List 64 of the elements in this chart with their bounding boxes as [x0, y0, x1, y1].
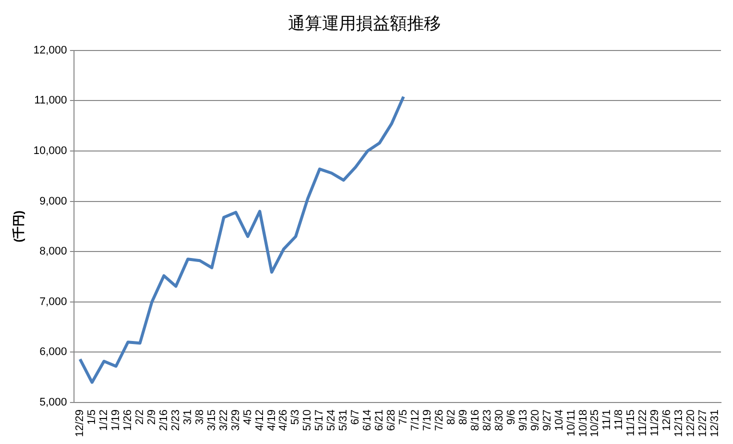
- x-tick-label: 11/15: [625, 409, 638, 436]
- x-tick-label: 6/28: [386, 409, 398, 431]
- x-tick-label: 10/11: [565, 409, 578, 436]
- x-tick-label: 1/19: [110, 409, 122, 431]
- x-tick-label: 9/6: [505, 409, 518, 425]
- x-tick-label: 11/8: [613, 409, 626, 430]
- x-tick-label: 12/6: [661, 409, 674, 431]
- x-tick-label: 5/3: [290, 409, 302, 425]
- x-tick-label: 2/23: [170, 409, 182, 431]
- x-tick-label: 8/16: [469, 409, 482, 431]
- x-tick-label: 3/29: [230, 409, 242, 431]
- chart-title: 通算運用損益額推移: [288, 14, 441, 33]
- x-tick-label: 8/30: [493, 409, 506, 431]
- x-tick-label: 2/16: [158, 409, 170, 431]
- x-tick-label: 6/7: [350, 409, 362, 425]
- x-tick-label: 12/13: [673, 409, 686, 438]
- x-tick-label: 8/2: [445, 409, 458, 425]
- x-tick-label: 7/19: [422, 409, 434, 431]
- x-tick-label: 7/12: [410, 409, 422, 431]
- y-tick-label: 9,000: [40, 195, 68, 208]
- x-tick-label: 11/29: [649, 409, 662, 436]
- x-tick-label: 3/22: [218, 409, 230, 431]
- y-tick-label: 6,000: [40, 346, 68, 358]
- x-tick-label: 7/5: [398, 409, 410, 425]
- x-tick-label: 3/8: [194, 409, 206, 425]
- x-tick-label: 3/15: [206, 409, 218, 431]
- x-tick-label: 6/14: [362, 409, 374, 431]
- x-tick-label: 1/5: [86, 409, 98, 425]
- y-axis-title: (千円): [12, 210, 26, 242]
- x-tick-label: 1/12: [98, 409, 110, 431]
- y-tick-label: 7,000: [40, 296, 68, 308]
- x-tick-label: 5/10: [302, 409, 314, 431]
- x-tick-label: 9/20: [529, 409, 542, 431]
- x-tick-label: 4/26: [278, 409, 290, 431]
- x-tick-label: 12/27: [697, 409, 710, 438]
- y-tick-label: 10,000: [33, 145, 68, 158]
- x-tick-label: 10/18: [577, 409, 590, 438]
- x-tick-label: 2/2: [134, 409, 146, 425]
- y-tick-label: 5,000: [40, 396, 68, 409]
- x-tick-label: 10/4: [553, 409, 566, 431]
- x-tick-label: 5/24: [326, 409, 338, 431]
- x-tick-label: 5/17: [314, 409, 326, 431]
- x-tick-label: 11/22: [637, 409, 650, 436]
- x-tick-label: 12/31: [709, 409, 722, 438]
- x-tick-label: 3/1: [182, 409, 194, 425]
- x-tick-label: 5/31: [338, 409, 350, 431]
- x-tick-label: 12/20: [685, 409, 698, 438]
- x-tick-label: 9/27: [541, 409, 554, 431]
- x-tick-label: 12/29: [74, 409, 86, 438]
- x-tick-label: 8/9: [457, 409, 470, 425]
- x-tick-label: 4/19: [266, 409, 278, 431]
- y-tick-label: 12,000: [33, 44, 68, 56]
- x-tick-label: 11/1: [601, 409, 614, 430]
- x-tick-label: 10/25: [589, 409, 602, 438]
- x-tick-label: 7/26: [433, 409, 446, 431]
- x-tick-label: 2/9: [146, 409, 158, 425]
- x-tick-label: 4/12: [254, 409, 266, 431]
- x-tick-label: 6/21: [374, 409, 386, 431]
- x-tick-label: 4/5: [242, 409, 254, 425]
- x-tick-label: 9/13: [517, 409, 530, 431]
- x-tick-label: 8/23: [481, 409, 494, 431]
- y-tick-label: 11,000: [34, 94, 68, 107]
- x-tick-label: 1/26: [122, 409, 134, 431]
- y-tick-label: 8,000: [40, 246, 68, 258]
